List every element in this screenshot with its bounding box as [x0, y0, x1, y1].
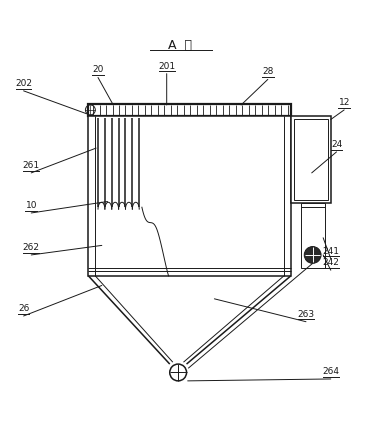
Text: 261: 261: [23, 161, 40, 170]
Text: 242: 242: [322, 258, 339, 267]
Text: 20: 20: [92, 65, 104, 74]
Bar: [301, 203, 325, 268]
Bar: [88, 104, 291, 116]
Bar: [294, 119, 328, 200]
Text: 12: 12: [339, 98, 350, 107]
Text: 263: 263: [298, 310, 314, 319]
Text: 264: 264: [322, 367, 339, 376]
Bar: [291, 116, 331, 203]
Text: A  向: A 向: [168, 39, 192, 52]
Text: 28: 28: [262, 67, 273, 77]
Text: 26: 26: [18, 304, 29, 313]
Text: 262: 262: [23, 243, 40, 252]
Text: 202: 202: [15, 79, 32, 88]
Circle shape: [304, 247, 321, 263]
Text: 241: 241: [322, 247, 339, 256]
Bar: [88, 116, 291, 276]
Text: 10: 10: [26, 201, 37, 210]
Text: 201: 201: [158, 61, 175, 71]
Text: 24: 24: [331, 140, 342, 149]
